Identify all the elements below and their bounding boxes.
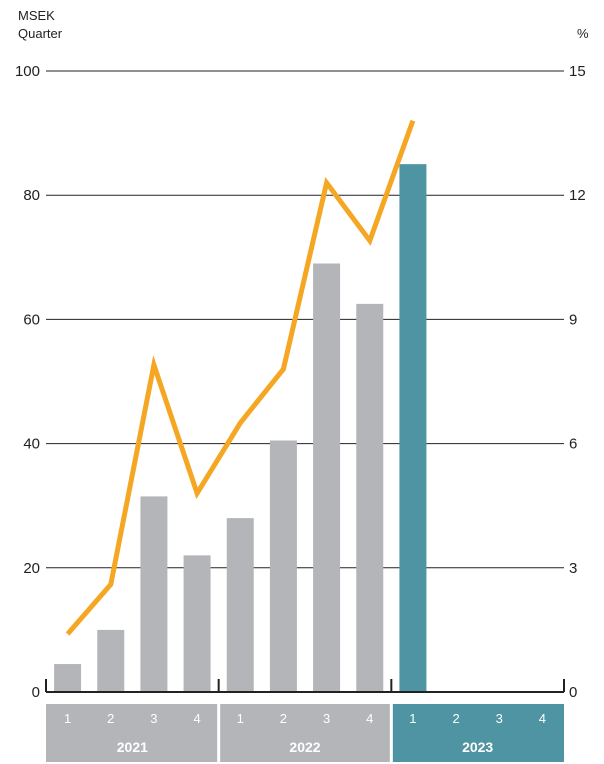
quarter-label: 1 [64, 711, 71, 726]
category-bands: 1 2 3 4 2021 1 2 3 4 2022 1 2 3 4 2023 [46, 704, 564, 762]
left-tick-label: 20 [23, 560, 40, 577]
bar [183, 555, 211, 692]
bar [140, 496, 168, 692]
right-tick-label: 3 [569, 560, 577, 577]
bar [399, 164, 427, 692]
year-band [220, 704, 390, 762]
left-tick-label: 100 [15, 63, 40, 80]
right-axis-ticks: 0 3 6 9 12 15 [569, 63, 586, 701]
year-band [392, 704, 564, 762]
quarter-label: 1 [237, 711, 244, 726]
quarter-label: 3 [496, 711, 503, 726]
gridlines [46, 70, 564, 569]
quarter-label: 4 [193, 711, 200, 726]
quarter-label: 2 [107, 711, 114, 726]
left-axis-ticks: 0 20 40 60 80 100 [15, 63, 40, 701]
bar [54, 664, 82, 692]
quarter-label: 4 [539, 711, 546, 726]
year-band [46, 704, 218, 762]
bar-series [54, 164, 427, 692]
right-tick-label: 0 [569, 684, 577, 701]
left-axis-sublabel: Quarter [18, 26, 63, 41]
bar [269, 440, 297, 692]
right-tick-label: 9 [569, 311, 577, 328]
left-unit-label: MSEK [18, 8, 55, 23]
bar [313, 263, 341, 692]
quarter-label: 3 [323, 711, 330, 726]
quarter-label: 2 [452, 711, 459, 726]
right-tick-label: 12 [569, 187, 586, 204]
left-tick-label: 0 [32, 684, 40, 701]
bar [356, 303, 384, 692]
year-label: 2023 [462, 739, 493, 755]
x-axis [45, 679, 565, 693]
quarter-label: 2 [280, 711, 287, 726]
quarter-label: 1 [409, 711, 416, 726]
bar [97, 629, 125, 692]
line-series [65, 119, 416, 636]
year-label: 2022 [289, 739, 320, 755]
left-tick-label: 60 [23, 311, 40, 328]
quarter-label: 4 [366, 711, 373, 726]
year-label: 2021 [117, 739, 148, 755]
left-tick-label: 80 [23, 187, 40, 204]
line-series-path [65, 119, 416, 636]
left-tick-label: 40 [23, 436, 40, 453]
bar [226, 518, 254, 692]
quarter-label: 3 [150, 711, 157, 726]
right-unit-label: % [577, 26, 589, 41]
right-tick-label: 15 [569, 63, 586, 80]
right-tick-label: 6 [569, 436, 577, 453]
